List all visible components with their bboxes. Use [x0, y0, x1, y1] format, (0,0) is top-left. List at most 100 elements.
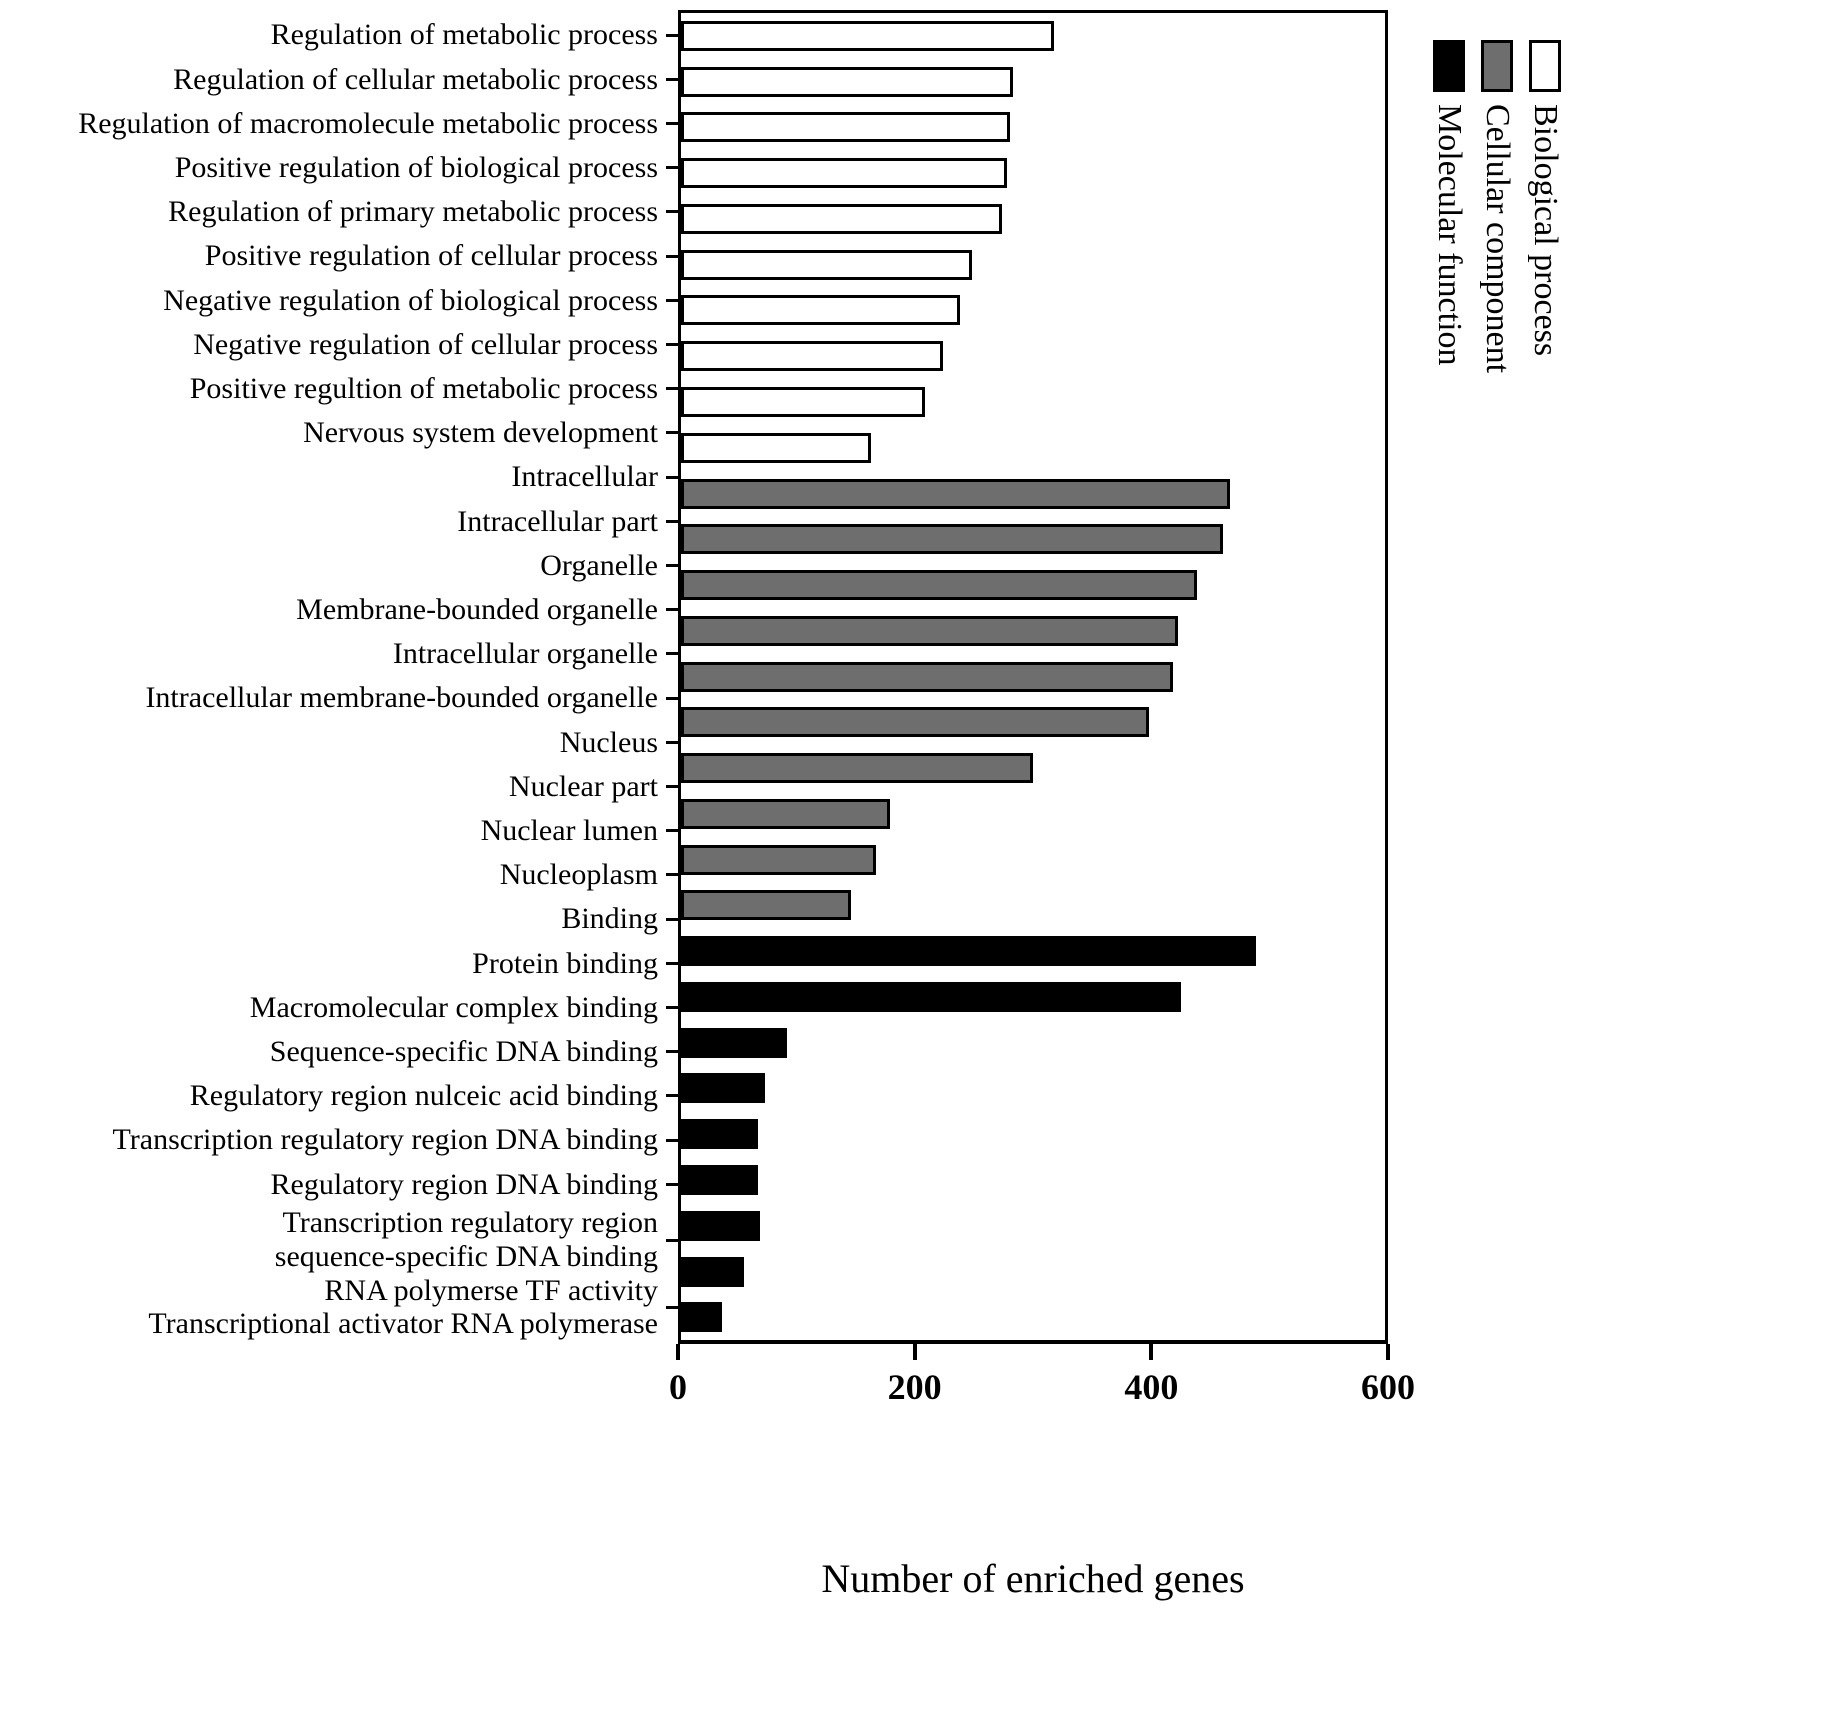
y-axis-label: Sequence-specific DNA binding [269, 1034, 658, 1068]
y-tick-mark [666, 961, 678, 965]
y-tick-mark [666, 917, 678, 921]
bar-row [681, 928, 1385, 974]
y-tick-mark [666, 519, 678, 523]
y-label-row: Regulatory region DNA binding [0, 1162, 678, 1206]
y-tick-mark [666, 652, 678, 656]
y-label-row: Regulation of metabolic process [0, 13, 678, 57]
x-tick-mark [912, 1344, 917, 1360]
bar-row [681, 608, 1385, 654]
y-tick-mark [666, 608, 678, 612]
legend-swatch-biological-process [1529, 40, 1561, 92]
y-axis-label: Nervous system development [303, 416, 658, 450]
y-tick-mark [666, 387, 678, 391]
y-tick-mark [666, 33, 678, 37]
y-axis-label: Binding [561, 902, 658, 936]
y-label-row: Nucleus [0, 720, 678, 764]
bar-macromolecular-complex-binding [681, 1027, 787, 1058]
bar-regulation-of-cellular-metabolic-process [681, 66, 1014, 97]
bar-row [681, 1294, 1385, 1340]
y-label-row: Negative regulation of biological proces… [0, 278, 678, 322]
bar-row [681, 562, 1385, 608]
bar-row [681, 1066, 1385, 1112]
bar-nucleoplasm [681, 890, 852, 921]
bar-rna-polymerse-tf-activity [681, 1302, 723, 1333]
bar-membrane-bounded-organelle [681, 615, 1179, 646]
y-axis-label: Intracellular [511, 460, 658, 494]
y-label-row: Regulation of cellular metabolic process [0, 57, 678, 101]
bar-row [681, 1020, 1385, 1066]
y-axis-labels: Regulation of metabolic process Regulatio… [0, 10, 678, 1344]
y-label-row: RNA polymerse TF activity Transcriptional… [0, 1274, 678, 1341]
y-label-row: Nuclear part [0, 764, 678, 808]
x-tick-mark [1386, 1344, 1390, 1360]
y-label-row: Transcription regulatory region sequence-… [0, 1206, 678, 1273]
y-tick-mark [666, 77, 678, 81]
y-tick-mark [666, 1050, 678, 1054]
y-axis-label: Regulation of macromolecule metabolic pr… [78, 106, 658, 140]
y-label-row: Nuclear lumen [0, 809, 678, 853]
y-tick-mark [666, 785, 678, 789]
bar-intracellular-organelle [681, 661, 1173, 692]
bar-row [681, 1249, 1385, 1295]
x-tick-mark [1149, 1344, 1154, 1360]
bar-row [681, 333, 1385, 379]
y-axis-label: Protein binding [472, 946, 658, 980]
y-label-row: Transcription regulatory region DNA bind… [0, 1118, 678, 1162]
y-axis-label: Nuclear part [508, 769, 658, 803]
bar-row [681, 745, 1385, 791]
y-tick-mark [666, 873, 678, 877]
y-axis-label: Transcription regulatory region DNA bind… [112, 1123, 659, 1157]
y-axis-label: Nucleus [559, 725, 658, 759]
y-axis-label: Regulatory region DNA binding [270, 1167, 658, 1201]
y-label-row: Intracellular membrane-bounded organelle [0, 676, 678, 720]
legend-label-biological-process: Biological process [1527, 104, 1564, 357]
y-label-row: Intracellular [0, 455, 678, 499]
legend-item-biological-process: Biological process [1527, 40, 1564, 373]
x-tick-label: 200 [887, 1367, 942, 1407]
bar-row [681, 425, 1385, 471]
y-axis-label: Regulation of metabolic process [270, 18, 658, 52]
y-label-row: Intracellular organelle [0, 632, 678, 676]
y-axis-label: Positive regulation of cellular process [204, 239, 658, 273]
y-tick-mark [666, 1305, 678, 1309]
y-label-row: Regulatory region nulceic acid binding [0, 1074, 678, 1118]
legend-swatch-molecular-function [1433, 40, 1465, 92]
legend-label-cellular-component: Cellular component [1479, 104, 1516, 374]
x-tick-label: 600 [1361, 1367, 1415, 1407]
bar-row [681, 883, 1385, 929]
x-tick-mark [676, 1344, 680, 1360]
bar-row [681, 59, 1385, 105]
y-label-row: Sequence-specific DNA binding [0, 1030, 678, 1074]
y-axis-label: Organelle [540, 548, 658, 582]
y-axis-label: Intracellular organelle [392, 637, 658, 671]
y-tick-mark [666, 829, 678, 833]
legend-label-molecular-function: Molecular function [1431, 104, 1468, 366]
bar-positive-regulation-of-cellular-process [681, 249, 972, 280]
bar-row [681, 699, 1385, 745]
bar-nuclear-part [681, 798, 890, 829]
y-axis-label: Nuclear lumen [480, 813, 658, 847]
y-axis-label: Regulation of cellular metabolic process [173, 62, 658, 96]
bar-binding [681, 936, 1256, 967]
bar-regulation-of-macromolecule-metabolic-process [681, 112, 1010, 143]
plot-area [678, 10, 1388, 1344]
bar-intracellular-part [681, 524, 1224, 555]
y-label-row: Positive regultion of metabolic process [0, 367, 678, 411]
y-label-row: Macromolecular complex binding [0, 985, 678, 1029]
y-tick-mark [666, 1182, 678, 1186]
bar-row [681, 13, 1385, 59]
y-label-row: Regulation of macromolecule metabolic pr… [0, 101, 678, 145]
legend-swatch-cellular-component [1481, 40, 1513, 92]
y-axis-label: Macromolecular complex binding [249, 990, 658, 1024]
y-axis-label: RNA polymerse TF activity Transcriptional… [148, 1273, 658, 1341]
y-axis-label: Regulation of primary metabolic process [168, 195, 658, 229]
legend: Molecular function Cellular component Biol… [1431, 40, 1564, 374]
y-tick-mark [666, 1094, 678, 1098]
bar-negative-regulation-of-biological-process [681, 295, 961, 326]
bar-positive-regulation-of-biological-process [681, 158, 1008, 189]
y-axis-label: Intracellular membrane-bounded organelle [145, 681, 658, 715]
bar-intracellular [681, 478, 1231, 509]
x-axis: 0 200 400 600 [669, 1344, 1415, 1434]
y-axis-label: Negative regulation of cellular process [193, 327, 658, 361]
